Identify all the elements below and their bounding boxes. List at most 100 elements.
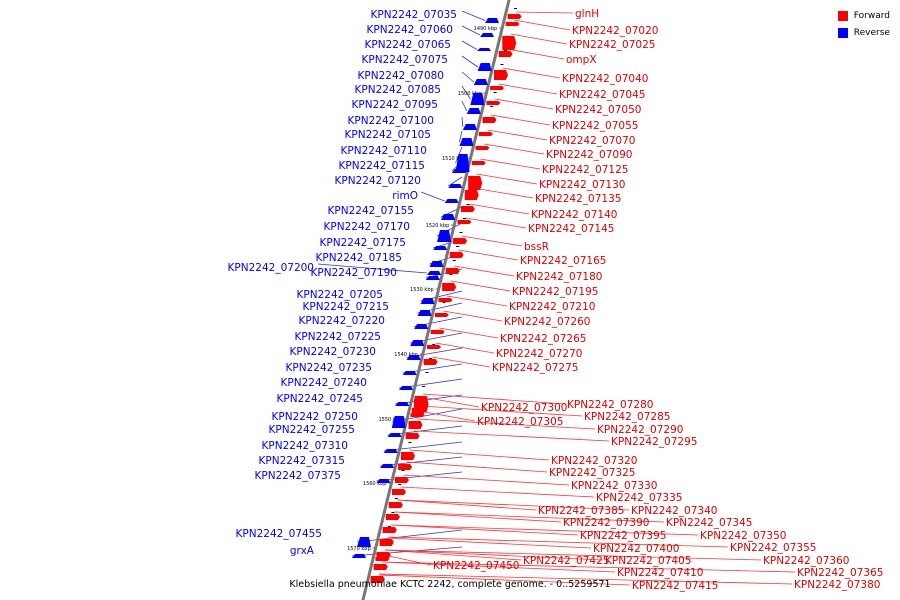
forward-connector: [461, 235, 523, 247]
reverse-connector: [461, 71, 475, 83]
tick-label: 1510 kbp: [442, 156, 466, 162]
forward-gene-label: KPN2242_07270: [496, 348, 582, 360]
reverse-connector: [461, 116, 464, 128]
forward-gene-label: KPN2242_07090: [546, 149, 632, 161]
forward-connector: [435, 342, 495, 354]
forward-connector: [406, 461, 548, 473]
reverse-gene-label: KPN2242_07095: [352, 99, 438, 111]
reverse-gene: [406, 355, 421, 360]
forward-gene: [430, 330, 445, 334]
forward-connector: [510, 33, 568, 45]
reverse-connector: [356, 529, 463, 543]
forward-gene-label: KPN2242_07265: [500, 333, 586, 345]
forward-connector: [379, 574, 631, 586]
reverse-gene-label: KPN2242_07310: [262, 440, 348, 452]
minor-feature: [490, 106, 494, 107]
forward-connector: [494, 98, 554, 110]
reverse-gene: [466, 108, 481, 114]
legend-forward-label: Forward: [853, 11, 890, 21]
reverse-gene-label: KPN2242_07185: [316, 252, 402, 264]
forward-gene: [382, 527, 397, 533]
forward-connector: [382, 561, 796, 573]
forward-connector: [439, 327, 499, 339]
reverse-gene-label: KPN2242_07060: [367, 24, 453, 36]
reverse-gene-label: KPN2242_07080: [358, 70, 444, 82]
forward-connector: [417, 418, 596, 430]
forward-connector: [465, 217, 527, 229]
reverse-connector: [461, 40, 478, 50]
forward-gene-label: KPN2242_07450: [433, 560, 519, 572]
tick-label: 1540 kbp: [394, 352, 418, 358]
forward-gene-label: KPN2242_07020: [572, 25, 658, 37]
legend-reverse-label: Reverse: [853, 28, 890, 38]
reverse-connector: [459, 130, 463, 143]
forward-connector: [422, 396, 480, 408]
forward-connector: [423, 393, 566, 405]
forward-connector: [385, 549, 604, 561]
reverse-connector: [383, 441, 463, 452]
forward-gene: [442, 283, 457, 291]
reverse-gene: [425, 276, 440, 280]
forward-gene-label: KPN2242_07050: [555, 104, 641, 116]
reverse-gene: [357, 537, 371, 547]
reverse-gene: [399, 386, 414, 390]
reverse-gene: [477, 48, 491, 51]
tick-label: 1490 kbp: [474, 26, 498, 32]
forward-gene-label: KPN2242_07410: [617, 567, 703, 579]
forward-gene-label: KPN2242_07290: [597, 424, 683, 436]
forward-connector: [502, 67, 561, 79]
reverse-gene: [427, 271, 441, 275]
forward-gene: [398, 464, 413, 470]
forward-gene-label: KPN2242_07395: [580, 530, 666, 542]
reverse-connector: [387, 425, 463, 436]
reverse-gene: [352, 554, 366, 558]
reverse-connector: [380, 456, 463, 467]
forward-connector: [397, 499, 630, 511]
reverse-gene: [444, 199, 459, 203]
reverse-swatch: [837, 28, 848, 38]
reverse-connector: [461, 85, 471, 100]
reverse-gene: [459, 138, 474, 146]
forward-connector: [418, 410, 476, 422]
forward-connector: [394, 511, 665, 523]
minor-feature: [452, 260, 456, 261]
forward-gene: [408, 421, 423, 429]
forward-gene-label: KPN2242_07275: [492, 362, 578, 374]
forward-connector: [514, 19, 571, 31]
forward-gene-label: KPN2242_07025: [569, 39, 655, 51]
forward-gene: [388, 502, 403, 508]
reverse-gene-label: KPN2242_07190: [311, 267, 397, 279]
forward-gene: [475, 146, 490, 150]
minor-feature: [462, 218, 466, 219]
genome-caption: Klebsiella pneumoniae KCTC 2242, complet…: [289, 579, 611, 590]
reverse-gene-label: KPN2242_07245: [277, 393, 363, 405]
forward-gene-label: KPN2242_07280: [567, 399, 653, 411]
connector-lines: [317, 10, 796, 586]
forward-connector: [394, 511, 562, 523]
forward-gene-label: KPN2242_07055: [552, 120, 638, 132]
forward-gene: [438, 298, 453, 302]
forward-gene: [449, 252, 464, 258]
reverse-gene: [455, 154, 470, 172]
minor-feature: [459, 232, 463, 233]
forward-connector: [446, 295, 508, 307]
minor-feature: [428, 358, 432, 359]
forward-swatch: [837, 11, 848, 21]
forward-connector: [382, 561, 616, 573]
forward-gene-label: KPN2242_07340: [631, 505, 717, 517]
reverse-gene: [470, 93, 485, 105]
forward-gene-label: KPN2242_07380: [794, 579, 880, 591]
forward-connector: [473, 187, 534, 199]
forward-gene-label: KPN2242_07135: [535, 193, 621, 205]
forward-gene-label: KPN2242_07165: [520, 255, 606, 267]
forward-gene: [445, 268, 460, 274]
forward-connector: [450, 280, 511, 292]
reverse-gene-label: KPN2242_07215: [303, 301, 389, 313]
reverse-gene-label: KPN2242_07240: [281, 377, 367, 389]
reverse-gene-label: grxA: [290, 545, 315, 557]
tick-label: 1530 kbp: [410, 287, 434, 293]
forward-connector: [379, 573, 793, 585]
forward-gene: [385, 514, 400, 520]
tick-label: 1500 kbp: [458, 91, 482, 97]
forward-connector: [400, 486, 595, 498]
